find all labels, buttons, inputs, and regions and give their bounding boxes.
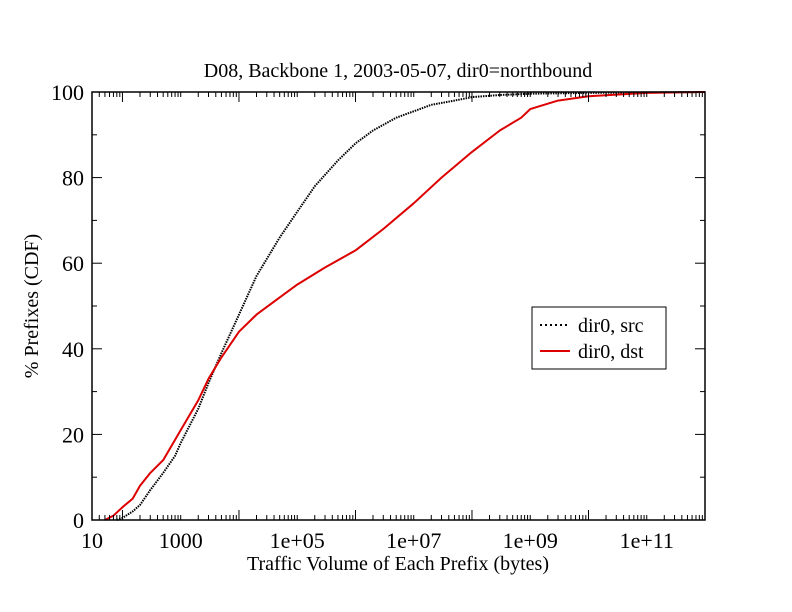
series-line-src: [116, 91, 706, 521]
y-tick-label: 80: [62, 166, 84, 191]
chart-title: D08, Backbone 1, 2003-05-07, dir0=northb…: [204, 60, 592, 82]
y-tick-label: 60: [62, 251, 84, 276]
y-tick-label: 0: [73, 508, 84, 533]
tick-layer: [91, 91, 706, 521]
x-tick-label: 1e+11: [620, 528, 674, 553]
x-tick-label: 1e+05: [270, 528, 325, 553]
legend-label-src: dir0, src: [578, 315, 644, 337]
x-axis-label: Traffic Volume of Each Prefix (bytes): [247, 553, 549, 575]
y-tick-label: 100: [51, 80, 84, 105]
legend-box: [531, 306, 667, 370]
y-axis-label: % Prefixes (CDF): [21, 234, 43, 378]
series-line-dst: [104, 91, 706, 521]
legend-label-dst: dir0, dst: [578, 341, 644, 363]
series-layer: [104, 91, 706, 521]
x-tick-label: 1e+09: [503, 528, 558, 553]
legend: dir0, src dir0, dst: [531, 306, 667, 370]
y-tick-label: 20: [62, 422, 84, 447]
label-layer: 10 1000 1e+05 1e+07 1e+09 1e+11 0 20 40 60 80 100: [51, 80, 674, 553]
x-tick-label: 1e+07: [386, 528, 441, 553]
x-tick-label: 1000: [159, 528, 203, 553]
x-tick-label: 10: [81, 528, 103, 553]
y-tick-label: 40: [62, 337, 84, 362]
